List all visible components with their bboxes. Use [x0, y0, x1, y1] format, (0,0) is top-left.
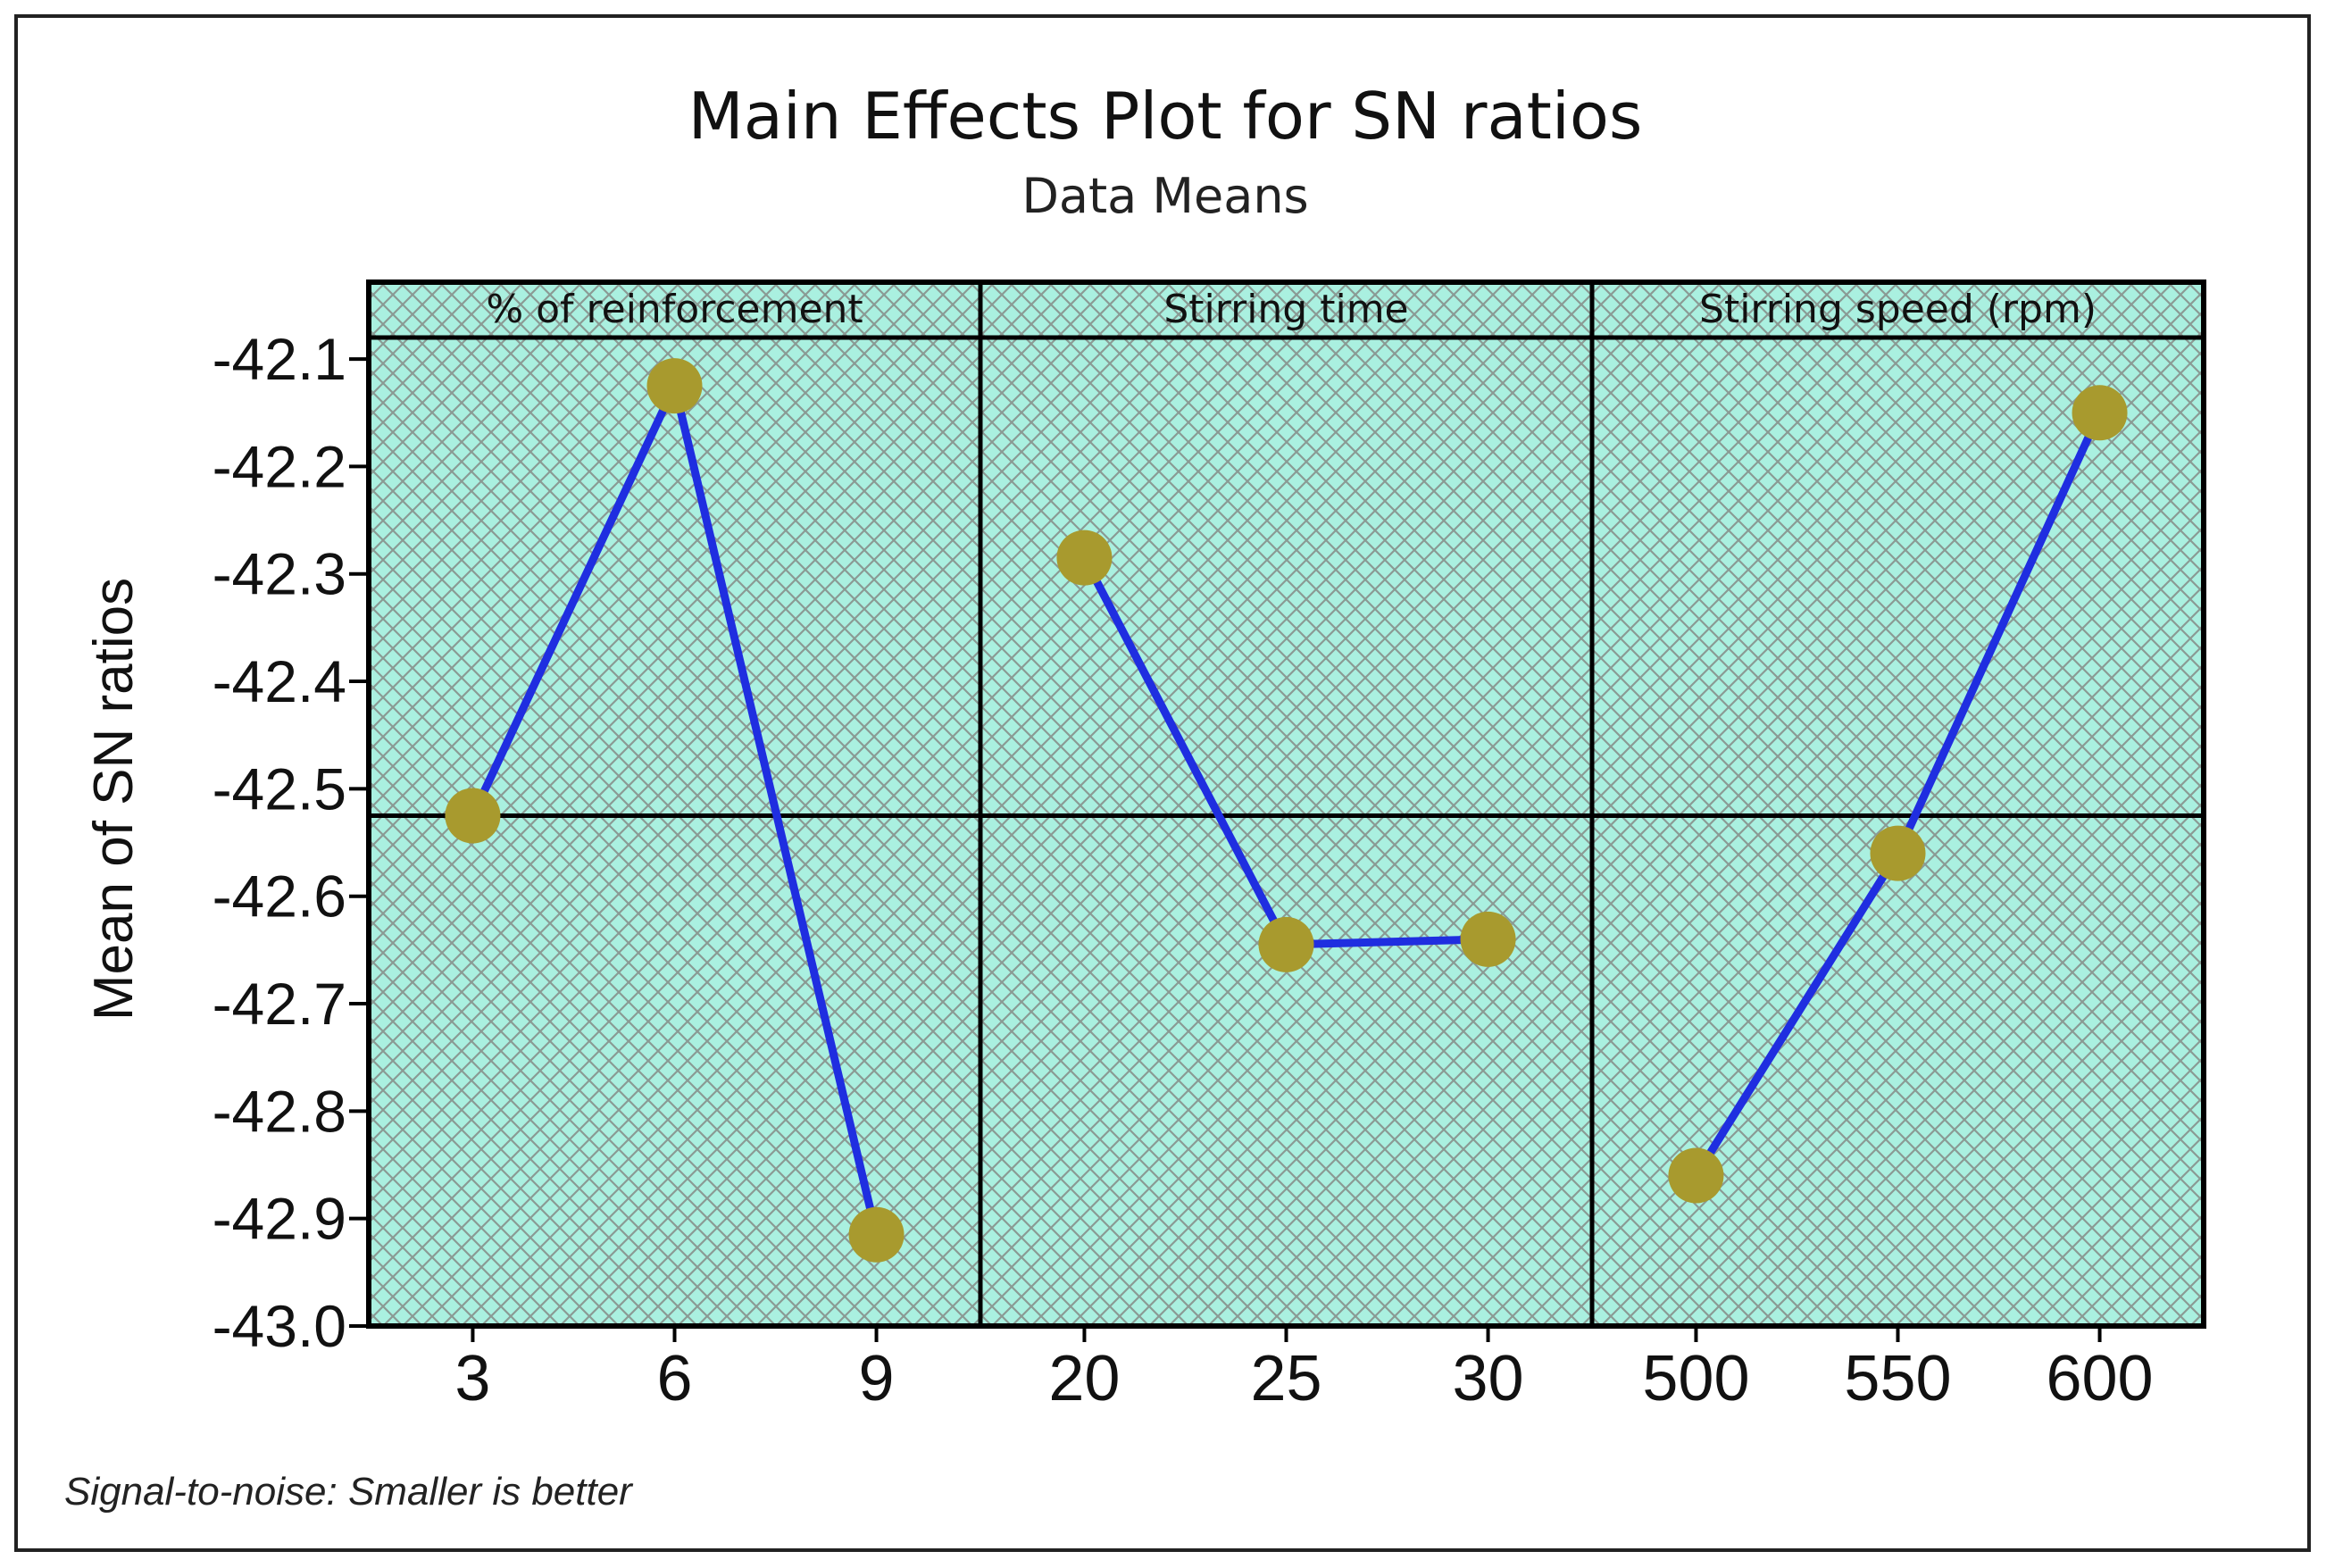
- x-tick-label: 600: [2046, 1343, 2153, 1414]
- y-tick-label: -42.8: [213, 1078, 346, 1144]
- data-point: [1258, 916, 1314, 972]
- x-tick-label: 25: [1250, 1343, 1321, 1414]
- data-point: [646, 358, 703, 414]
- data-point: [445, 788, 501, 844]
- y-tick-label: -43.0: [213, 1293, 346, 1359]
- y-tick-label: -42.6: [213, 863, 346, 930]
- x-tick-label: 9: [859, 1343, 895, 1414]
- y-tick-label: -42.2: [213, 433, 346, 499]
- x-tick-label: 3: [454, 1343, 490, 1414]
- data-point: [1870, 825, 1926, 881]
- y-axis-label: Mean of SN ratios: [83, 578, 145, 1021]
- y-tick-label: -42.3: [213, 541, 346, 607]
- footnote: Signal-to-noise: Smaller is better: [64, 1470, 634, 1514]
- outer-border: [14, 14, 2311, 1552]
- x-tick-label: 30: [1453, 1343, 1524, 1414]
- panel-header-label: Stirring time: [1163, 287, 1408, 332]
- panel-header-label: Stirring speed (rpm): [1699, 287, 2097, 332]
- data-point: [1460, 911, 1516, 967]
- x-tick-label: 6: [656, 1343, 692, 1414]
- y-tick-label: -42.4: [213, 648, 346, 714]
- x-tick-label: 550: [1844, 1343, 1951, 1414]
- panel-hatch: [980, 282, 1592, 1326]
- plot-area: -42.1 -42.2 -42.3 -42.4 -42.5 -42.6 -42.7 -42.8…: [213, 279, 2206, 1414]
- x-tick-label: 500: [1642, 1343, 1749, 1414]
- panel-header-label: % of reinforcement: [486, 287, 863, 332]
- x-tick-label: 20: [1048, 1343, 1120, 1414]
- y-tick-label: -42.1: [213, 326, 346, 392]
- data-point: [848, 1206, 905, 1263]
- data-point: [1668, 1147, 1724, 1204]
- y-tick-label: -42.7: [213, 971, 346, 1037]
- y-tick-label: -42.5: [213, 755, 346, 822]
- chart-title: Main Effects Plot for SN ratios: [688, 79, 1643, 154]
- y-tick-label: -42.9: [213, 1186, 346, 1252]
- data-point: [1056, 530, 1113, 586]
- chart-subtitle: Data Means: [1021, 168, 1308, 224]
- data-point: [2072, 385, 2128, 441]
